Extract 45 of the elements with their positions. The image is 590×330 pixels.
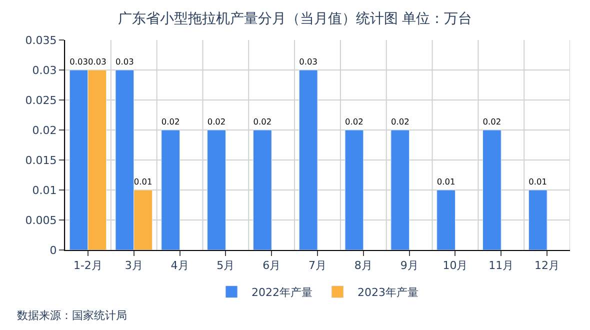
bar: [298, 70, 318, 250]
legend-label: 2023年产量: [358, 286, 418, 300]
bar: [482, 130, 502, 250]
data-label: 0.02: [482, 116, 502, 127]
data-label: 0.01: [134, 176, 152, 187]
x-tick-label: 6月: [262, 259, 281, 272]
y-tick-label: 0.03: [32, 64, 57, 77]
y-tick-label: 0.015: [25, 154, 57, 167]
y-tick-label: 0.005: [25, 214, 57, 227]
data-label: 0.03: [116, 56, 134, 67]
x-tick-label: 12月: [534, 259, 560, 272]
data-label: 0.03: [70, 56, 88, 67]
data-label: 0.02: [390, 116, 410, 127]
data-label: 0.02: [345, 116, 364, 127]
x-tick-label: 10月: [442, 259, 468, 272]
x-tick-label: 3月: [124, 259, 143, 272]
x-tick-label: 7月: [308, 259, 326, 272]
x-tick-label: 5月: [216, 259, 235, 272]
legend-label: 2022年产量: [252, 286, 312, 300]
y-tick-label: 0: [50, 244, 57, 257]
bar: [528, 190, 548, 250]
x-tick-label: 8月: [354, 259, 372, 272]
y-tick-label: 0.01: [32, 184, 57, 197]
data-label: 0.01: [436, 176, 456, 187]
x-tick-label: 1-2月: [73, 259, 102, 272]
data-label: 0.03: [299, 56, 318, 67]
bar: [161, 130, 180, 250]
data-label: 0.02: [253, 116, 272, 127]
data-label: 0.02: [207, 116, 226, 127]
y-tick-label: 0.025: [25, 94, 57, 107]
data-label: 0.03: [88, 56, 106, 67]
x-tick-label: 9月: [400, 259, 418, 272]
bar: [390, 130, 410, 250]
x-tick-label: 11月: [488, 259, 514, 272]
y-tick-label: 0.02: [32, 124, 57, 137]
bar: [344, 130, 364, 250]
y-tick-label: 0.035: [25, 34, 57, 47]
chart-title: 广东省小型拖拉机产量分月（当月值）统计图 单位：万台: [118, 11, 472, 27]
bar: [252, 130, 272, 250]
x-tick-label: 4月: [170, 259, 189, 272]
data-label: 0.01: [528, 176, 548, 187]
data-label: 0.02: [161, 116, 180, 127]
bar: [436, 190, 456, 250]
source-note: 数据来源：国家统计局: [17, 309, 127, 322]
bar: [207, 130, 226, 250]
